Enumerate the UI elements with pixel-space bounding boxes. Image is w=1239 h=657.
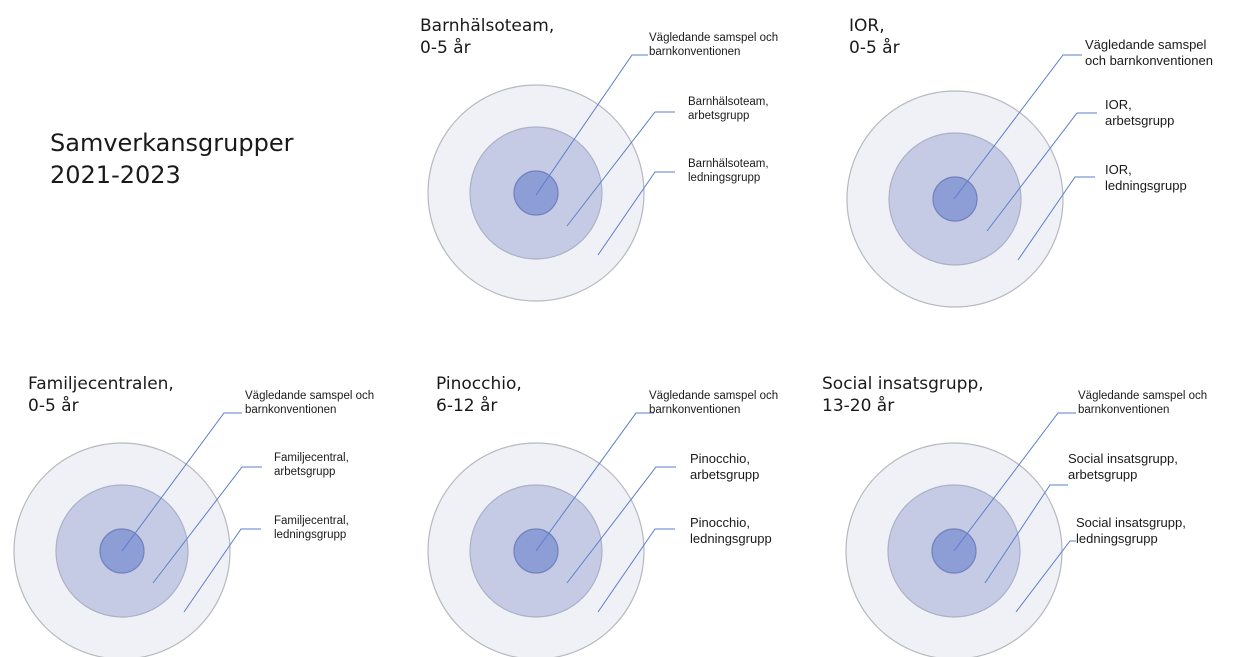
group-title-line2: 6-12 år	[436, 396, 498, 416]
label-outer-ledningsgrupp: Social insatsgrupp, ledningsgrupp	[1076, 515, 1186, 546]
group-title-pinocchio: Pinocchio, 6-12 år	[436, 373, 522, 417]
label-line: Vägledande samspel	[1085, 37, 1207, 52]
leader-line-outer	[597, 171, 675, 256]
leader-line-inner	[953, 54, 1082, 200]
group-title-line1: IOR,	[849, 16, 885, 36]
label-line: Vägledande samspel och	[649, 32, 779, 44]
circle-group-ior	[846, 54, 1097, 308]
label-middle-arbetsgrupp: IOR, arbetsgrupp	[1105, 97, 1174, 128]
label-line: barnkonventionen	[245, 403, 337, 416]
label-line: ledningsgrupp	[688, 171, 761, 184]
label-outer-ledningsgrupp: Barnhälsoteam, ledningsgrupp	[688, 158, 769, 185]
leader-line-inner	[535, 54, 648, 196]
inner-circle-samspel	[513, 170, 559, 216]
label-line: Vägledande samspel och	[1078, 390, 1208, 402]
label-middle-arbetsgrupp: Social insatsgrupp, arbetsgrupp	[1068, 451, 1178, 482]
group-title-line1: Pinocchio,	[436, 374, 522, 394]
label-line: arbetsgrupp	[274, 465, 336, 478]
group-title-line2: 0-5 år	[420, 38, 471, 58]
label-inner-samspel: Vägledande samspel och barnkonventionen	[1078, 390, 1207, 417]
label-line: ledningsgrupp	[274, 528, 347, 541]
label-line: Pinocchio,	[690, 515, 750, 530]
label-middle-arbetsgrupp: Barnhälsoteam, arbetsgrupp	[688, 96, 769, 123]
group-title-line2: 0-5 år	[849, 38, 900, 58]
group-title-line1: Social insatsgrupp,	[822, 374, 984, 394]
label-outer-ledningsgrupp: Pinocchio, ledningsgrupp	[690, 515, 772, 546]
group-title-social-insatsgrupp: Social insatsgrupp, 13-20 år	[822, 373, 984, 417]
leader-line-inner	[121, 412, 242, 552]
circle-group-social-insatsgrupp	[845, 412, 1076, 657]
label-line: och barnkonventionen	[1085, 52, 1213, 68]
label-line: arbetsgrupp	[1105, 112, 1175, 128]
label-line: arbetsgrupp	[688, 109, 750, 122]
label-middle-arbetsgrupp: Pinocchio, arbetsgrupp	[690, 451, 759, 482]
label-line: ledningsgrupp	[690, 530, 772, 546]
leader-line-inner	[535, 412, 654, 552]
group-title-ior: IOR, 0-5 år	[849, 15, 900, 59]
label-line: Barnhälsoteam,	[688, 96, 769, 108]
leader-line-outer	[183, 528, 261, 613]
label-line: Vägledande samspel och	[245, 390, 375, 402]
leader-line-middle	[566, 111, 675, 227]
label-line: barnkonventionen	[1078, 403, 1170, 416]
label-middle-arbetsgrupp: Familjecentral, arbetsgrupp	[274, 452, 349, 479]
group-title-line1: Barnhälsoteam,	[420, 16, 555, 36]
leader-line-outer	[597, 528, 675, 613]
label-line: Social insatsgrupp,	[1068, 451, 1178, 466]
leader-line-outer	[1017, 176, 1095, 261]
leader-line-outer	[1015, 540, 1076, 613]
label-line: arbetsgrupp	[690, 466, 760, 482]
leader-line-middle	[984, 484, 1068, 584]
label-inner-samspel: Vägledande samspel och barnkonventionen	[649, 32, 778, 59]
circle-group-pinocchio	[427, 412, 676, 657]
label-inner-samspel: Vägledande samspel och barnkonventionen	[649, 390, 778, 417]
label-line: Barnhälsoteam,	[688, 158, 769, 170]
group-title-line1: Familjecentralen,	[28, 374, 174, 394]
label-line: ledningsgrupp	[1076, 530, 1158, 546]
label-line: Vägledande samspel och	[649, 390, 779, 402]
inner-circle-samspel	[932, 176, 978, 222]
label-inner-samspel: Vägledande samspel och barnkonventionen	[245, 390, 374, 417]
group-title-barnhalsoteam: Barnhälsoteam, 0-5 år	[420, 15, 554, 59]
group-title-familjecentralen: Familjecentralen, 0-5 år	[28, 373, 174, 417]
label-line: ledningsgrupp	[1105, 177, 1187, 193]
label-line: IOR,	[1105, 162, 1132, 177]
label-line: Familjecentral,	[274, 515, 349, 527]
label-outer-ledningsgrupp: IOR, ledningsgrupp	[1105, 162, 1187, 193]
label-line: barnkonventionen	[649, 45, 741, 58]
label-line: arbetsgrupp	[1068, 466, 1138, 482]
group-title-line2: 0-5 år	[28, 396, 79, 416]
leader-line-middle	[152, 466, 262, 584]
label-line: barnkonventionen	[649, 403, 741, 416]
main-title: Samverkansgrupper 2021-2023	[50, 127, 293, 191]
label-line: Pinocchio,	[690, 451, 750, 466]
circle-group-familjecentralen	[13, 412, 262, 657]
leader-line-middle	[986, 112, 1097, 232]
group-title-line2: 13-20 år	[822, 396, 895, 416]
label-line: IOR,	[1105, 97, 1132, 112]
leader-line-middle	[566, 466, 676, 584]
label-line: Familjecentral,	[274, 452, 349, 464]
leader-line-inner	[953, 412, 1076, 552]
main-title-line1: Samverkansgrupper	[50, 129, 294, 157]
label-outer-ledningsgrupp: Familjecentral, ledningsgrupp	[274, 515, 349, 542]
label-inner-samspel: Vägledande samspel och barnkonventionen	[1085, 37, 1213, 68]
label-line: Social insatsgrupp,	[1076, 515, 1186, 530]
circle-group-barnhalsoteam	[427, 54, 675, 302]
main-title-line2: 2021-2023	[50, 161, 181, 189]
